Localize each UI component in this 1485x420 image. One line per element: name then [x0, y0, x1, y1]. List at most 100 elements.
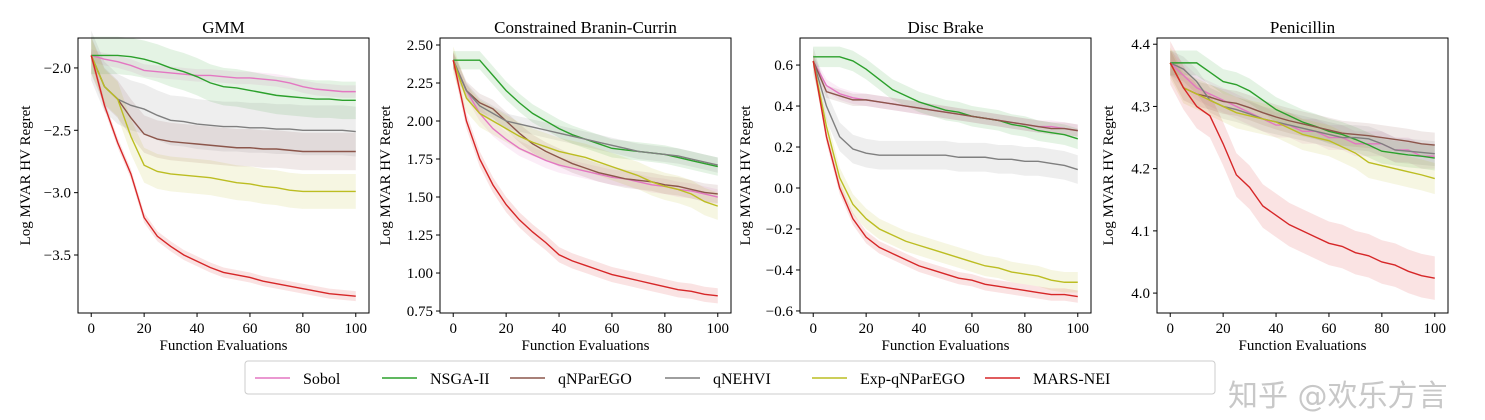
subplot-title: Penicillin	[1270, 18, 1336, 37]
y-tick-label: 2.00	[407, 114, 433, 130]
line-qnparego	[1169, 62, 1435, 146]
y-tick-label: 2.50	[407, 38, 433, 54]
axes-frame	[799, 37, 1092, 314]
y-tick-label: 0.6	[774, 58, 793, 74]
x-tick-label: 20	[1216, 321, 1231, 337]
legend-label: Exp-qNParEGO	[860, 371, 965, 388]
x-tick-label: 0	[809, 321, 817, 337]
legend: Sobol NSGA-II qNParEGO qNEHVI Exp-qNParEGO MA…	[244, 360, 1216, 395]
x-tick-label: 0	[1166, 321, 1174, 337]
line-nsga-ii	[813, 56, 1078, 140]
band-mars-nei	[91, 50, 356, 302]
band-exp-qnparego	[453, 46, 718, 220]
subplot-3: 0 20 40 60 80 100 −0.6 −0.4 −0.2 0.0 0.2 0.4 0.6 Disc…	[738, 18, 1092, 354]
line-qnparego	[90, 55, 356, 153]
x-tick-label: 40	[552, 321, 567, 337]
legend-item-exp-qnparego: Exp-qNParEGO	[812, 371, 965, 388]
legend-label: qNEHVI	[713, 371, 771, 388]
band-sobol	[813, 54, 1078, 137]
y-tick-label: 0.0	[774, 181, 793, 197]
line-qnehvi	[812, 60, 1078, 171]
y-tick-label: −3.0	[44, 186, 71, 202]
y-tick-label: 0.2	[774, 140, 793, 156]
x-tick-label: 40	[912, 321, 927, 337]
y-tick-label: 4.0	[1131, 286, 1150, 302]
y-axis-label: Log MVAR HV Regret	[378, 105, 394, 246]
x-tick-label: 60	[1321, 321, 1336, 337]
band-qnparego	[453, 51, 718, 204]
x-tick-label: 100	[345, 321, 368, 337]
line-exp-qnparego	[812, 60, 1078, 283]
x-tick-label: 60	[604, 321, 619, 337]
y-tick-label: 4.4	[1131, 37, 1150, 53]
legend-item-qnehvi: qNEHVI	[665, 371, 771, 388]
y-tick-label: −0.6	[766, 304, 794, 320]
band-qnehvi	[91, 30, 356, 157]
legend-item-mars-nei: MARS-NEI	[985, 371, 1110, 388]
legend-item-qnparego: qNParEGO	[510, 371, 632, 388]
band-nsga-ii	[91, 36, 356, 120]
y-tick-label: 0.75	[407, 304, 433, 320]
y-tick-label: 4.1	[1131, 224, 1150, 240]
band-mars-nei	[1170, 41, 1435, 300]
line-mars-nei	[452, 60, 718, 297]
band-qnparego	[1170, 50, 1435, 158]
subplot-4: 0 20 40 60 80 100 4.0 4.1 4.2 4.3 4.4 Penicillin Fun…	[1101, 18, 1449, 354]
legend-label: qNParEGO	[558, 371, 632, 388]
x-axis-label: Function Evaluations	[882, 338, 1010, 354]
y-axis-label: Log MVAR HV Regret	[1101, 105, 1117, 246]
line-sobol	[91, 54, 356, 93]
x-tick-label: 100	[1067, 321, 1090, 337]
legend-label: MARS-NEI	[1033, 371, 1110, 388]
x-axis-label: Function Evaluations	[522, 338, 650, 354]
x-tick-label: 40	[1269, 321, 1284, 337]
band-nsga-ii	[813, 46, 1078, 150]
band-exp-qnparego	[91, 38, 356, 209]
subplot-title: GMM	[202, 18, 245, 37]
x-tick-label: 80	[295, 321, 310, 337]
x-tick-label: 60	[242, 321, 257, 337]
legend-frame	[244, 360, 1216, 395]
x-tick-label: 40	[190, 321, 205, 337]
x-tick-label: 80	[1374, 321, 1389, 337]
watermark: 知乎 @欢乐方言	[1228, 379, 1448, 414]
band-qnparego	[813, 54, 1078, 137]
y-tick-label: −0.4	[766, 263, 794, 279]
x-axis-label: Function Evaluations	[1239, 338, 1367, 354]
x-tick-label: 80	[657, 321, 672, 337]
x-tick-label: 20	[137, 321, 152, 337]
y-tick-label: −0.2	[766, 222, 793, 238]
subplot-1: 0 20 40 60 80 100 −2.0 −2.5 −3.0 −3.5 GMM Function …	[18, 18, 370, 354]
legend-item-nsga-ii: NSGA-II	[382, 371, 490, 388]
band-exp-qnparego	[1170, 47, 1435, 195]
x-axis-label: Function Evaluations	[160, 338, 288, 354]
line-qnehvi	[90, 55, 356, 133]
line-qnehvi	[452, 59, 718, 166]
y-tick-label: 0.4	[774, 99, 793, 115]
line-qnparego	[452, 59, 718, 195]
axes-frame	[1156, 37, 1449, 314]
line-mars-nei	[812, 60, 1078, 298]
line-nsga-ii	[91, 54, 356, 102]
line-exp-qnparego	[1169, 62, 1435, 180]
subplot-title: Disc Brake	[907, 18, 983, 37]
x-tick-label: 100	[707, 321, 730, 337]
band-qnehvi	[1170, 50, 1435, 167]
line-qnparego	[812, 60, 1078, 132]
x-tick-label: 0	[87, 321, 95, 337]
y-axis-label: Log MVAR HV Regret	[18, 105, 34, 246]
subplot-title: Constrained Branin-Currin	[494, 18, 677, 37]
x-tick-label: 60	[964, 321, 979, 337]
y-axis-label: Log MVAR HV Regret	[738, 105, 754, 246]
y-tick-label: 2.25	[407, 76, 433, 92]
y-tick-label: −2.5	[44, 123, 71, 139]
legend-label: Sobol	[303, 371, 341, 388]
band-qnparego	[91, 36, 356, 171]
y-tick-label: 1.00	[407, 266, 433, 282]
x-tick-label: 100	[1424, 321, 1447, 337]
y-tick-label: 4.3	[1131, 99, 1150, 115]
band-exp-qnparego	[813, 50, 1078, 293]
y-tick-label: −2.0	[44, 61, 71, 77]
y-tick-label: 4.2	[1131, 162, 1150, 178]
